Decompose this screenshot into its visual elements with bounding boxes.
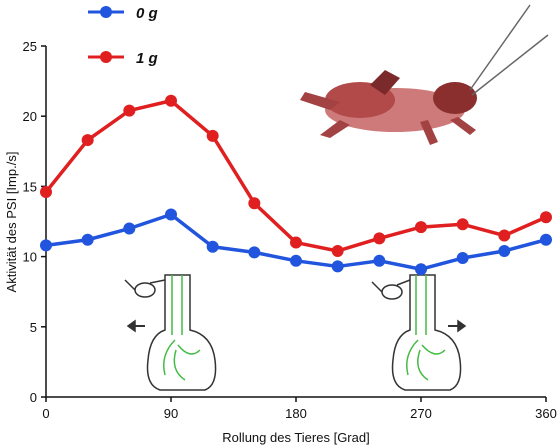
data-point	[81, 233, 94, 246]
y-tick-label: 5	[30, 320, 37, 335]
data-point	[456, 218, 469, 231]
data-point	[540, 211, 552, 224]
data-point	[290, 236, 302, 249]
legend-marker-1g	[100, 51, 112, 63]
x-tick-label: 360	[535, 406, 557, 421]
x-tick-label: 0	[42, 406, 49, 421]
data-point	[415, 221, 427, 234]
data-point	[40, 186, 52, 199]
data-point	[81, 134, 94, 147]
data-point	[165, 94, 177, 107]
data-point	[415, 263, 427, 276]
y-tick-label: 10	[23, 250, 37, 265]
y-tick-label: 15	[23, 179, 37, 194]
neuron-schematic-right-arrow-icon	[371, 274, 467, 391]
data-point	[123, 104, 136, 117]
data-point	[248, 246, 261, 259]
data-point	[123, 222, 136, 235]
data-point	[373, 254, 386, 267]
data-point	[290, 254, 302, 267]
legend-label-0g: 0 g	[136, 5, 158, 22]
data-point	[498, 244, 511, 257]
x-tick-label: 270	[410, 406, 432, 421]
y-tick-label: 25	[23, 39, 37, 54]
x-axis-title: Rollung des Tieres [Grad]	[222, 430, 369, 445]
data-point	[498, 229, 511, 242]
y-tick-label: 20	[23, 109, 37, 124]
y-tick-label: 0	[30, 390, 37, 405]
data-point	[373, 232, 386, 245]
data-point	[331, 260, 344, 273]
x-tick-label: 90	[164, 406, 178, 421]
data-point	[165, 208, 177, 221]
legend: 0 g 1 g	[88, 5, 158, 67]
data-point	[248, 197, 261, 210]
neuron-schematic-left-arrow-icon	[124, 274, 217, 391]
data-point	[456, 252, 469, 265]
data-point	[40, 239, 52, 252]
legend-marker-0g	[100, 6, 112, 18]
data-point	[331, 244, 344, 257]
data-point	[206, 129, 219, 142]
y-axis-title: Aktivität des PSI [Imp./s]	[4, 152, 19, 293]
cricket-photo	[300, 4, 549, 145]
data-point	[540, 233, 552, 246]
data-point	[206, 240, 219, 253]
legend-label-1g: 1 g	[136, 50, 158, 67]
x-tick-label: 180	[285, 406, 307, 421]
series-line-1	[44, 99, 547, 253]
